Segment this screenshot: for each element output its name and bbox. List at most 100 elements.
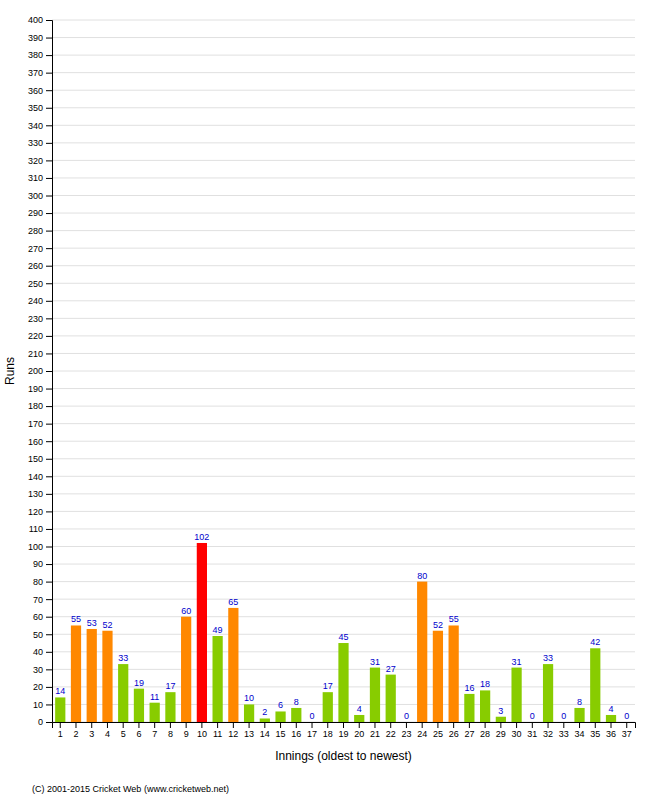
footer: (C) 2001-2015 Cricket Web (www.cricketwe… xyxy=(32,784,229,794)
data-label: 65 xyxy=(228,597,238,607)
tick-label: 150 xyxy=(28,454,43,464)
bar xyxy=(307,722,317,723)
bar xyxy=(134,689,144,722)
tick-mark xyxy=(46,389,52,390)
tick: 1 xyxy=(58,722,63,739)
tick: 37 xyxy=(622,722,632,739)
tick-label: 310 xyxy=(28,173,43,183)
x-axis-title: Innings (oldest to newest) xyxy=(275,749,412,763)
tick: 24 xyxy=(417,722,427,739)
tick: 250 xyxy=(28,279,52,289)
tick-label: 27 xyxy=(464,729,474,739)
tick: 8 xyxy=(168,722,173,739)
tick-label: 33 xyxy=(559,729,569,739)
bar xyxy=(433,631,443,722)
grid-line xyxy=(52,213,635,214)
data-label: 27 xyxy=(386,664,396,674)
tick: 18 xyxy=(323,722,333,739)
grid xyxy=(52,20,635,722)
data-label: 17 xyxy=(165,681,175,691)
tick-mark xyxy=(46,196,52,197)
tick-mark xyxy=(46,38,52,39)
tick: 6 xyxy=(136,722,141,739)
tick-mark xyxy=(46,511,52,512)
tick-label: 2 xyxy=(73,729,78,739)
tick-label: 320 xyxy=(28,156,43,166)
tick-mark xyxy=(138,722,139,728)
data-label: 8 xyxy=(577,697,582,707)
tick: 30 xyxy=(512,722,522,739)
tick-mark xyxy=(485,722,486,728)
tick-mark xyxy=(437,722,438,728)
tick: 12 xyxy=(228,722,238,739)
tick-mark xyxy=(46,73,52,74)
tick: 300 xyxy=(28,191,52,201)
grid-line xyxy=(52,107,635,108)
tick-mark xyxy=(107,722,108,728)
tick-mark xyxy=(91,722,92,728)
tick-label: 290 xyxy=(28,208,43,218)
tick-mark xyxy=(280,722,281,728)
data-label: 42 xyxy=(590,637,600,647)
tick: 9 xyxy=(184,722,189,739)
data-label: 8 xyxy=(294,697,299,707)
tick-label: 260 xyxy=(28,261,43,271)
tick-label: 370 xyxy=(28,68,43,78)
tick-label: 30 xyxy=(33,665,43,675)
tick: 170 xyxy=(28,419,52,429)
bar xyxy=(323,692,333,722)
tick-mark xyxy=(46,336,52,337)
data-label: 18 xyxy=(480,679,490,689)
tick-label: 390 xyxy=(28,33,43,43)
tick-label: 170 xyxy=(28,419,43,429)
tick: 150 xyxy=(28,454,52,464)
grid-line xyxy=(52,581,635,582)
tick-label: 17 xyxy=(307,729,317,739)
tick-mark xyxy=(217,722,218,728)
grid-line xyxy=(52,283,635,284)
tick-mark xyxy=(46,160,52,161)
tick: 370 xyxy=(28,68,52,78)
tick-label: 270 xyxy=(28,244,43,254)
tick-mark xyxy=(123,722,124,728)
tick: 340 xyxy=(28,121,52,131)
grid-line xyxy=(52,335,635,336)
tick-mark xyxy=(264,722,265,728)
data-label: 33 xyxy=(118,653,128,663)
tick-label: 1 xyxy=(58,729,63,739)
tick: 10 xyxy=(197,722,207,739)
data-label: 2 xyxy=(262,707,267,717)
tick-mark xyxy=(154,722,155,728)
bar xyxy=(511,668,521,722)
data-label: 52 xyxy=(433,620,443,630)
tick: 70 xyxy=(33,595,52,605)
data-label: 4 xyxy=(608,704,613,714)
bar xyxy=(354,715,364,722)
tick: 190 xyxy=(28,384,52,394)
tick: 15 xyxy=(276,722,286,739)
bar xyxy=(71,625,81,722)
bar xyxy=(622,722,632,723)
data-label: 60 xyxy=(181,606,191,616)
tick-mark xyxy=(46,617,52,618)
tick: 380 xyxy=(28,50,52,60)
data-label: 45 xyxy=(338,632,348,642)
tick: 14 xyxy=(260,722,270,739)
data-label: 80 xyxy=(417,571,427,581)
tick-label: 19 xyxy=(338,729,348,739)
tick: 30 xyxy=(33,665,52,675)
tick-mark xyxy=(46,248,52,249)
tick-mark xyxy=(249,722,250,728)
tick-mark xyxy=(406,722,407,728)
bar xyxy=(118,664,128,722)
tick: 40 xyxy=(33,647,52,657)
tick-label: 330 xyxy=(28,138,43,148)
tick-label: 35 xyxy=(590,729,600,739)
tick-mark xyxy=(390,722,391,728)
tick-mark xyxy=(343,722,344,728)
tick: 10 xyxy=(33,700,52,710)
data-label: 11 xyxy=(150,692,159,702)
tick-label: 26 xyxy=(449,729,459,739)
tick-label: 210 xyxy=(28,349,43,359)
plot: 1234567891011121314151617181920212223242… xyxy=(28,15,636,739)
